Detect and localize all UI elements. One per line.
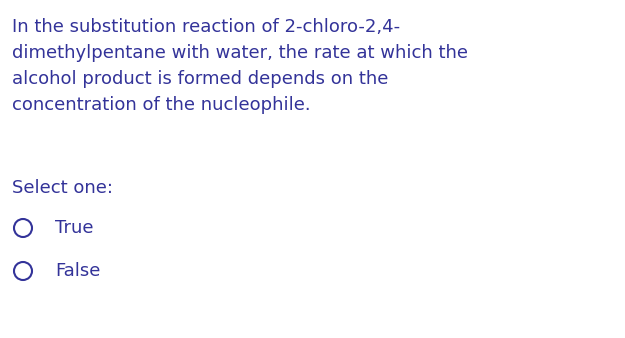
- Text: In the substitution reaction of 2-chloro-2,4-: In the substitution reaction of 2-chloro…: [12, 18, 400, 36]
- Text: dimethylpentane with water, the rate at which the: dimethylpentane with water, the rate at …: [12, 44, 468, 62]
- Text: alcohol product is formed depends on the: alcohol product is formed depends on the: [12, 70, 388, 88]
- Text: True: True: [55, 219, 94, 237]
- Text: concentration of the nucleophile.: concentration of the nucleophile.: [12, 96, 311, 114]
- Text: False: False: [55, 262, 101, 280]
- Text: Select one:: Select one:: [12, 179, 113, 197]
